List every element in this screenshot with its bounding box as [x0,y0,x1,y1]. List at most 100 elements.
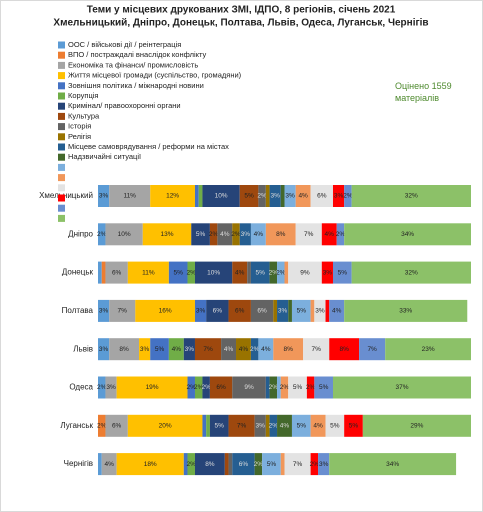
legend-swatch [58,204,65,212]
y-tick-label: Львів [73,344,93,353]
bar-segment [206,414,210,437]
data-label: 2% [97,384,107,391]
bar-segment [127,261,169,284]
data-label: 6% [216,384,226,391]
bar-segment [265,414,270,437]
data-label: 9% [244,384,254,391]
bar-segment [101,453,117,476]
bar-segment [105,376,117,399]
bar-segment [344,299,468,322]
data-label: 2% [187,384,197,391]
bar-segment [258,185,266,207]
bar-segment [336,223,345,246]
bar-segment [310,414,326,437]
bar-segment [265,376,270,399]
bar-segment [232,223,240,246]
data-label: 4% [239,346,249,353]
bar-segment [303,338,330,361]
legend-swatch [58,174,65,182]
bar-segment [329,299,345,322]
data-label: 12% [166,193,179,200]
bar-segment [183,453,188,476]
bar-segment [206,299,229,322]
legend-label: ВПО / постраждалі внаслідок конфлікту [68,50,207,59]
data-label: 7% [367,346,377,353]
bar-segment [228,299,251,322]
bar-segment [105,261,128,284]
bar-segment [194,299,207,322]
data-label: 4% [313,423,323,430]
bar-segment [310,453,319,476]
data-label: 2% [276,269,286,276]
bar-segment [168,338,184,361]
y-tick-label: Донецьк [62,268,94,277]
legend-swatch [58,72,65,80]
bar-segment [277,414,292,437]
data-label: 29% [410,423,423,430]
bar-segment [150,338,169,361]
data-label: 9% [300,269,310,276]
data-label: 4% [235,269,245,276]
data-label: 2% [201,384,211,391]
data-label: 3% [140,346,150,353]
bar-segment [269,414,278,437]
data-label: 5% [267,461,277,468]
bar-segment [194,453,225,476]
data-label: 2% [97,423,107,430]
bar-segment [385,338,471,361]
legend-label: Зовнішня політика / міжнародні новини [68,81,204,90]
bar-segment [254,414,266,437]
bar-segment [351,261,471,284]
bar-segment [127,414,203,437]
data-label: 5% [293,384,303,391]
data-label: 3% [285,193,295,200]
bar-segment [258,338,274,361]
bar-segment [116,376,188,399]
bar-segment [224,453,229,476]
data-label: 6% [239,461,249,468]
bar-segment [325,299,330,322]
data-label: 8% [284,346,294,353]
legend-swatch [58,184,65,192]
data-label: 6% [213,308,223,315]
bar-segment [344,185,352,207]
bar-segment [254,453,263,476]
bar-segment [98,261,102,284]
data-label: 4% [172,346,182,353]
data-label: 2% [187,461,197,468]
data-label: 6% [257,308,267,315]
bar-segment [284,453,311,476]
data-label: 2% [97,231,107,238]
bar-segment [98,185,110,207]
data-label: 37% [395,384,408,391]
data-label: 3% [278,308,288,315]
data-label: 4% [332,308,342,315]
bar-segment [295,223,322,246]
bar-segment [187,261,195,284]
data-label: 4% [261,346,271,353]
bar-segment [295,185,311,207]
data-label: 4% [104,461,114,468]
legend-swatch [58,194,65,202]
bar-segment [217,223,233,246]
legend-swatch [58,92,65,100]
bar-segment [109,185,151,207]
data-label: 3% [270,193,280,200]
bar-segment [183,338,195,361]
bar-segment [359,338,386,361]
legend-swatch [58,214,65,222]
y-tick-label: Хмельницький [39,191,93,200]
bar-segment [236,338,251,361]
y-tick-label: Чернігів [64,459,93,468]
data-label: 3% [256,423,266,430]
data-label: 5% [215,423,225,430]
bar-segment [280,376,289,399]
data-label: 7% [237,423,247,430]
bar-segment [291,414,311,437]
bar-segment [314,376,333,399]
bar-segment [232,261,248,284]
data-label: 5% [297,423,307,430]
data-label: 34% [401,231,414,238]
legend-label: ООС / військові дії / реінтеграція [68,40,181,49]
legend-label: Місцеве самоврядування / реформи на міст… [68,142,229,151]
